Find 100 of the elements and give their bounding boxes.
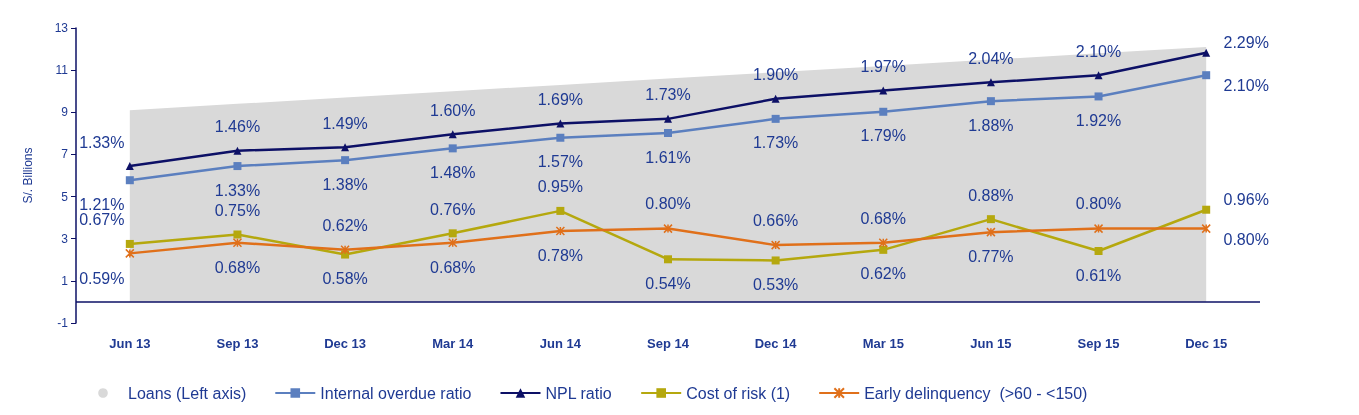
data-label: 1.79%	[860, 127, 906, 145]
point	[447, 238, 458, 248]
data-label: 1.92%	[1075, 111, 1122, 129]
point	[986, 227, 996, 237]
x-tick-label: Sep 13	[216, 336, 259, 351]
data-label: 1.73%	[752, 134, 799, 152]
data-label: 1.69%	[537, 91, 584, 109]
data-label: 1.97%	[860, 58, 906, 76]
point	[986, 215, 995, 224]
point	[340, 245, 350, 255]
y-tick-label: -1	[57, 316, 69, 330]
point	[341, 143, 350, 152]
point	[341, 156, 350, 165]
point	[986, 97, 995, 106]
data-label: 0.68%	[214, 259, 261, 277]
data-label: 0.66%	[752, 211, 799, 229]
y-tick-label: 13	[54, 21, 69, 35]
data-label: 0.75%	[214, 202, 261, 219]
data-label: 0.80%	[645, 195, 691, 213]
point	[125, 239, 134, 248]
data-label: 0.88%	[968, 186, 1014, 204]
point	[771, 94, 780, 103]
point	[771, 256, 780, 265]
x-tick-label: Jun 14	[539, 336, 582, 351]
point	[664, 255, 672, 264]
x-tick-label: Dec 15	[1185, 336, 1228, 351]
point	[664, 114, 672, 123]
x-tick-label: Jun 13	[109, 336, 151, 351]
point	[1202, 205, 1211, 214]
point	[1094, 71, 1103, 80]
x-tick-label: Dec 13	[324, 336, 367, 351]
data-label: 0.58%	[322, 270, 368, 288]
x-tick-label: Mar 15	[862, 336, 904, 351]
data-label: 1.46%	[214, 118, 261, 136]
y-tick-label: 5	[61, 189, 69, 204]
x-tick-label: Dec 14	[754, 336, 798, 351]
y-tick-label: 11	[55, 63, 69, 78]
legend-label: Loans (Left axis)	[128, 384, 247, 402]
point	[1202, 48, 1211, 57]
data-label: 1.38%	[322, 175, 368, 193]
point	[448, 229, 457, 238]
x-tick-label: Sep 14	[647, 336, 690, 351]
data-label: 1.73%	[645, 86, 691, 104]
x-tick-label: Jun 15	[970, 336, 1012, 351]
data-label: 0.68%	[430, 259, 476, 277]
data-label: 0.61%	[1075, 266, 1122, 284]
point	[879, 107, 888, 116]
y-tick-label: 7	[61, 147, 69, 162]
data-label: 1.21%	[79, 195, 125, 213]
data-label: 1.33%	[214, 181, 261, 199]
y-tick-label: 1	[61, 273, 69, 288]
point	[664, 129, 672, 138]
data-label: 0.80%	[1075, 195, 1122, 213]
legend-label: Cost of risk (1)	[686, 384, 791, 402]
data-label: 1.60%	[430, 101, 476, 119]
legend-label: Early delinquency (>60 - <150)	[864, 384, 1088, 402]
x-tick-label: Sep 15	[1077, 336, 1120, 351]
point	[663, 223, 673, 234]
data-label: 2.04%	[968, 49, 1014, 67]
legend-label: NPL ratio	[545, 384, 612, 402]
legend-label: Internal overdue ratio	[320, 384, 472, 402]
point	[556, 206, 565, 215]
point	[125, 176, 134, 185]
y-tick-label: 3	[61, 231, 69, 246]
point	[879, 245, 888, 254]
data-label: 1.33%	[79, 133, 125, 151]
point	[771, 114, 780, 123]
point	[233, 146, 242, 155]
x-tick-label: Mar 14	[432, 336, 475, 351]
point	[879, 86, 888, 95]
point	[232, 238, 243, 248]
y-axis-title: S/. Billions	[21, 147, 35, 204]
point	[125, 162, 134, 171]
point	[1202, 71, 1211, 80]
point	[233, 230, 242, 239]
point	[556, 133, 565, 142]
data-label: 1.49%	[322, 114, 368, 132]
point	[770, 240, 781, 250]
data-label: 2.10%	[1223, 76, 1269, 94]
y-tick-label: 9	[61, 105, 69, 120]
point	[878, 238, 889, 248]
data-label: 2.29%	[1223, 34, 1269, 52]
data-label: 0.96%	[1223, 191, 1269, 209]
data-label: 1.88%	[968, 116, 1014, 134]
data-label: 0.62%	[860, 265, 906, 283]
data-label: 1.48%	[430, 163, 476, 181]
point	[125, 248, 135, 259]
point	[986, 78, 995, 87]
point	[1093, 223, 1104, 234]
point	[556, 119, 565, 128]
data-label: 0.59%	[79, 269, 125, 287]
data-label: 0.54%	[645, 274, 691, 292]
data-label: 1.61%	[645, 148, 691, 166]
point	[555, 226, 566, 236]
data-label: 0.78%	[537, 247, 584, 265]
point	[1201, 223, 1211, 234]
point	[448, 144, 457, 153]
data-label: 0.77%	[968, 248, 1014, 266]
data-label: 0.67%	[79, 211, 125, 229]
data-label: 0.95%	[537, 178, 584, 196]
